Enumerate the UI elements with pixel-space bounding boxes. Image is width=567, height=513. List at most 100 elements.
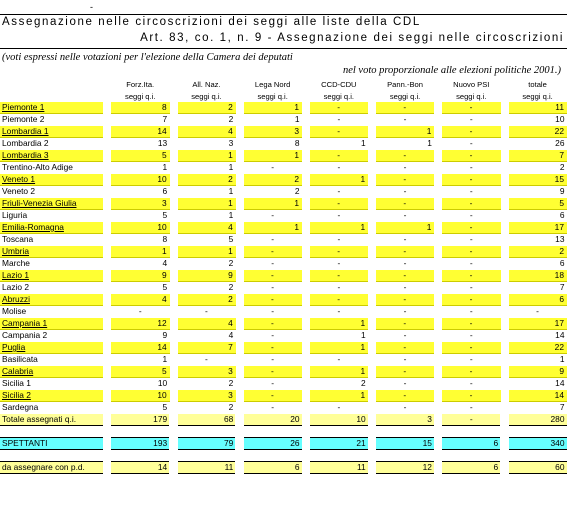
value-cell: - <box>442 377 501 390</box>
row-label: Trentino-Alto Adige <box>0 161 103 174</box>
value-cell: - <box>309 401 368 414</box>
value-cell: 1 <box>177 245 236 258</box>
cell-gap <box>367 221 377 234</box>
header-gap <box>235 80 243 90</box>
header-gap <box>235 90 243 102</box>
cell-gap <box>169 210 177 222</box>
value-cell: 12 <box>376 461 434 474</box>
value-cell: 9 <box>111 269 170 282</box>
column-header-sub: seggi q.i. <box>456 92 487 101</box>
value-cell: 6 <box>243 461 302 474</box>
cell-gap <box>368 162 376 174</box>
value-cell: 14 <box>111 125 170 138</box>
cell-gap <box>368 414 376 426</box>
value-cell: 79 <box>177 437 236 450</box>
value-cell: - <box>442 173 501 186</box>
value-cell: - <box>442 137 501 150</box>
cell-gap <box>235 138 243 150</box>
cell-gap <box>433 389 443 402</box>
cell-gap <box>102 221 112 234</box>
cell-gap <box>102 269 112 282</box>
cell-gap <box>302 258 310 270</box>
value-cell: 10 <box>508 113 567 126</box>
value-cell: 9 <box>111 329 170 342</box>
cell-gap <box>235 234 243 246</box>
cell-gap <box>301 221 310 234</box>
cell-gap <box>433 102 443 114</box>
table-row: Calabria 5 3-1- -9 <box>0 365 567 378</box>
value-cell: 2 <box>508 161 567 174</box>
column-header-sub: seggi q.i. <box>257 92 288 101</box>
header-gap <box>434 80 442 90</box>
cell-gap <box>169 317 178 330</box>
cell-gap <box>235 306 243 318</box>
value-cell: - <box>376 257 434 270</box>
value-cell: 12 <box>111 317 170 330</box>
value-cell: 21 <box>309 437 368 450</box>
value-cell: - <box>243 269 303 282</box>
value-cell: - <box>376 389 435 402</box>
value-cell: 2 <box>243 185 302 198</box>
value-cell: - <box>442 221 501 234</box>
value-cell: 9 <box>177 269 236 282</box>
value-cell: - <box>376 233 434 246</box>
cell-gap <box>235 293 244 306</box>
value-cell: - <box>376 305 434 318</box>
value-cell: - <box>309 125 369 138</box>
cell-gap <box>433 125 443 138</box>
value-cell: 5 <box>111 281 170 294</box>
cell-gap <box>368 282 376 294</box>
cell-gap <box>433 173 443 186</box>
cell-gap <box>434 378 442 390</box>
value-cell: - <box>177 305 236 318</box>
cell-gap <box>169 258 177 270</box>
row-label: Marche <box>0 257 103 270</box>
table-row: Basilicata 1- - - - -1 <box>0 353 567 366</box>
header-gap <box>169 90 177 102</box>
row-label: Molise <box>0 305 103 318</box>
spacer-row <box>0 450 567 462</box>
value-cell: 4 <box>177 317 236 330</box>
value-cell: - <box>442 413 501 426</box>
header-corner <box>0 80 103 90</box>
cell-gap <box>434 414 442 426</box>
cell-gap <box>434 258 442 270</box>
table-body: Piemonte 1 8 2 1- - -11 Piemonte 2 7 2 1- - -10 Lomb… <box>0 102 567 474</box>
value-cell: - <box>442 365 501 378</box>
row-label: SPETTANTI <box>0 437 103 450</box>
value-cell: - <box>376 353 434 366</box>
value-cell: 15 <box>508 173 567 186</box>
value-cell: 179 <box>111 413 170 426</box>
column-header-name: Lega Nord <box>254 80 291 89</box>
column-header-name: Pann.-Bon <box>387 80 423 89</box>
value-cell: - <box>442 149 501 162</box>
table-row: Molise - - - - - - - <box>0 305 567 318</box>
cell-gap <box>433 317 443 330</box>
cell-gap <box>169 462 177 474</box>
spacer-cell <box>0 426 567 438</box>
value-cell: 3 <box>376 413 434 426</box>
cell-gap <box>235 462 243 474</box>
cell-gap <box>235 210 243 222</box>
value-cell: - <box>442 281 501 294</box>
row-label: Lazio 1 <box>0 269 104 282</box>
row-label: Lombardia 1 <box>0 125 104 138</box>
cell-gap <box>433 221 443 234</box>
column-header-sub: seggi q.i. <box>389 92 421 101</box>
value-cell: 9 <box>508 185 567 198</box>
value-cell: - <box>243 329 302 342</box>
cell-gap <box>302 306 310 318</box>
row-label: da assegnare con p.d. <box>0 461 103 474</box>
value-cell: 2 <box>177 102 236 114</box>
value-cell: 10 <box>111 221 170 234</box>
cell-gap <box>169 234 177 246</box>
value-cell: 1 <box>111 353 170 366</box>
row-label: Sicilia 1 <box>0 377 103 390</box>
value-cell: - <box>243 233 302 246</box>
cell-gap <box>301 149 310 162</box>
value-cell: 7 <box>508 149 567 162</box>
cell-gap <box>301 389 310 402</box>
cell-gap <box>103 114 111 126</box>
cell-gap <box>434 210 442 222</box>
